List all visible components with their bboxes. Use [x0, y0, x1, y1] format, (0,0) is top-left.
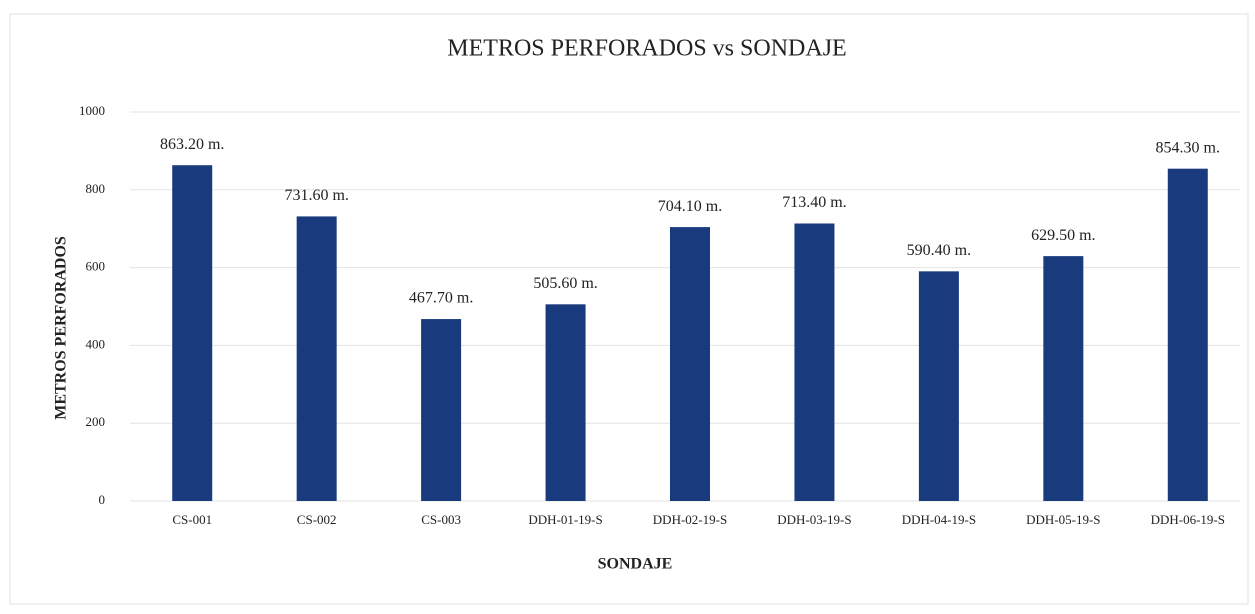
y-axis-label: METROS PERFORADOS — [53, 236, 70, 420]
x-tick-label: CS-001 — [172, 512, 212, 527]
data-label: 713.40 m. — [782, 194, 846, 211]
x-tick-label: DDH-04-19-S — [902, 512, 976, 527]
x-tick-label: DDH-01-19-S — [528, 512, 602, 527]
bar — [172, 165, 213, 501]
bar — [794, 223, 835, 501]
x-tick-label: CS-003 — [421, 512, 461, 527]
y-tick-label: 800 — [86, 181, 106, 196]
bar — [670, 227, 710, 501]
bar — [918, 271, 959, 501]
bar — [1167, 168, 1208, 501]
data-label: 704.10 m. — [658, 198, 722, 215]
x-tick-label: DDH-06-19-S — [1151, 512, 1225, 527]
x-tick-label: CS-002 — [297, 512, 337, 527]
chart-title: METROS PERFORADOS vs SONDAJE — [447, 36, 846, 62]
x-tick-label: DDH-03-19-S — [777, 512, 851, 527]
bar — [421, 319, 462, 501]
data-label: 629.50 m. — [1031, 227, 1095, 244]
y-tick-label: 1000 — [79, 103, 105, 118]
data-label: 590.40 m. — [907, 242, 971, 259]
x-tick-label: DDH-02-19-S — [653, 512, 727, 527]
x-tick-label: DDH-05-19-S — [1026, 512, 1100, 527]
data-label: 854.30 m. — [1156, 139, 1220, 156]
data-label: 731.60 m. — [284, 187, 348, 204]
y-tick-label: 400 — [86, 336, 106, 351]
y-tick-label: 0 — [99, 492, 106, 507]
x-axis-label: SONDAJE — [598, 556, 673, 573]
bar — [545, 304, 586, 501]
bar — [296, 216, 337, 501]
data-label: 505.60 m. — [533, 275, 597, 292]
data-label: 863.20 m. — [160, 136, 224, 153]
y-tick-label: 200 — [86, 414, 106, 429]
data-label: 467.70 m. — [409, 290, 473, 307]
bar — [1043, 256, 1084, 501]
y-tick-label: 600 — [86, 259, 106, 274]
